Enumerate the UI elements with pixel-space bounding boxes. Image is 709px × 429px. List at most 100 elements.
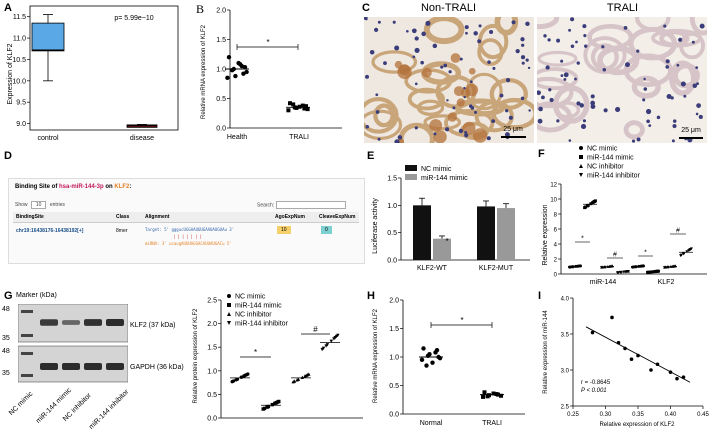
panel-f-point [685, 250, 689, 254]
panel-c-right-nucleus [570, 44, 575, 49]
panel-d-col-agoexpnum[interactable]: AgoExpNum [275, 214, 305, 220]
panel-h-point-normal [419, 357, 425, 363]
panel-e-xtick-mut: KLF2-MUT [479, 265, 514, 272]
panel-i-points [585, 315, 691, 383]
panel-c-right-nucleus [568, 139, 572, 142]
panel-d-cell-site[interactable]: chr19:16438176-16438192[+] [16, 228, 84, 234]
panel-b-point-trali [300, 103, 305, 108]
panel-c-right-nucleus [576, 101, 581, 106]
panel-d-cell-class: 8mer [116, 228, 128, 234]
panel-i-ytick-label: 3.5 [561, 333, 570, 339]
panel-a-box [31, 22, 65, 52]
panel-e-barchart: Luciferase activity 0.0 0.5 1.0 1.5 NC mimi… [372, 165, 530, 272]
panel-d-header-row: BindingSite Class Alignment AgoExpNum Cl… [13, 212, 359, 223]
panel-d-col-cleaveexpnum[interactable]: CleaveExpNum [319, 214, 356, 220]
panel-label-c: C [362, 2, 370, 14]
panel-c-right-nucleus [643, 77, 646, 81]
panel-c-left-nucleus [365, 74, 369, 79]
panel-c-left-nucleus [392, 20, 396, 24]
panel-c-image-non-trali: 25 μm [364, 17, 534, 143]
panel-f-point [568, 265, 572, 269]
panel-h-point-trali [482, 390, 487, 395]
panel-c-right-septum [635, 17, 671, 32]
panel-c-left-nucleus [406, 29, 409, 33]
panel-d-cell-ago: 10 [277, 226, 291, 234]
panel-d-search-input[interactable] [275, 201, 346, 209]
panel-c-right-nucleus [623, 26, 628, 30]
panel-g-legend-1: miR-144 mimic [235, 303, 282, 310]
panel-e-legend-mimic: miR-144 mimic [421, 175, 468, 182]
panel-c-left-septum [407, 87, 445, 111]
panel-c-right-nucleus [541, 95, 545, 100]
panel-c-right-nucleus [666, 93, 672, 99]
panel-h-point-trali [499, 393, 503, 398]
panel-g-sig-mark: # [313, 325, 318, 334]
panel-f-point [631, 265, 635, 269]
panel-f-point [689, 247, 692, 251]
panel-c-left-nucleus [499, 93, 504, 98]
panel-f-scatter: NC mimic miR-144 mimic NC inhibitor miR-144… [542, 146, 707, 286]
panel-c-left-nucleus [504, 132, 510, 138]
panel-b-point-trali [288, 101, 292, 106]
panel-c-left-nucleus [492, 66, 496, 70]
panel-c-right-nucleus [683, 94, 687, 98]
panel-f-sig-mark: * [644, 250, 647, 257]
panel-b-ytick-label: 1.0 [216, 67, 226, 74]
panel-c-left-stained-cell [465, 83, 479, 97]
panel-d-col-bindingsite[interactable]: BindingSite [16, 214, 44, 220]
panel-g-marker-band [21, 310, 33, 313]
panel-h-sig: * [460, 316, 463, 325]
panel-f-ytick-label: 2 [554, 258, 558, 264]
panel-c-right-septum [672, 62, 700, 89]
panel-g-mw-35a: 35 [2, 335, 10, 342]
panel-c-left-nucleus [414, 82, 418, 86]
panel-g-point [239, 375, 243, 379]
panel-c-left-nucleus [521, 61, 525, 65]
panel-d-col-alignment[interactable]: Alignment [145, 214, 170, 220]
panel-d-search-label: Search: [257, 202, 275, 209]
panel-g-scatter: Relative protein expression of KLF2 0.00… [193, 294, 363, 423]
panel-a-xtick-control: control [37, 135, 58, 142]
panel-c-left-nucleus [414, 47, 420, 53]
panel-c-right-nucleus [691, 40, 695, 44]
panel-b-point-health [225, 75, 230, 81]
panel-c-right-septum [623, 53, 673, 87]
panel-d-cell-mirna: miRNA: 3' ucaugAUUUAGGACAUUAUGACu 5' [145, 241, 232, 246]
panel-c-left-nucleus [443, 63, 448, 68]
panel-g-gapdh-band [106, 363, 124, 370]
panel-g-klf2-band [62, 320, 80, 325]
panel-d-entries-select[interactable]: 10 [30, 201, 47, 209]
panel-d-col-class[interactable]: Class [116, 214, 130, 220]
panel-c-right-nucleus [547, 38, 551, 42]
panel-d-search: Search: [257, 201, 346, 209]
panel-i-point [668, 370, 673, 374]
panel-a-ytick-label: 11.0 [13, 36, 26, 43]
panel-d-show-label: Show [15, 202, 28, 208]
panel-e-ytick-label: 1.0 [387, 203, 397, 210]
panel-c-left-nucleus [452, 106, 456, 110]
panel-c-right-nucleus [636, 49, 640, 53]
panel-d-cell-pairing: ||||||| [173, 234, 204, 239]
panel-b-point-health [242, 65, 248, 70]
panel-f-sig-mark: * [581, 236, 584, 243]
panel-f-xtick-klf2: KLF2 [658, 279, 675, 286]
panel-g-klf2-band [106, 319, 124, 326]
panel-g-band-gapdh: GAPDH (36 kDa) [130, 364, 184, 371]
panel-f-point [679, 254, 683, 258]
panel-c-right-septum [554, 101, 581, 119]
panel-c-right-nucleus [545, 65, 550, 70]
panel-f-legend-marker [579, 155, 583, 159]
panel-c-left-nucleus [377, 20, 381, 24]
panel-c-title-trali: TRALI [606, 2, 639, 14]
panel-g-legend-2: NC inhibitor [235, 312, 272, 319]
panel-i-point [675, 376, 679, 381]
panel-c-right-nucleus [642, 98, 646, 102]
panel-b-point-trali [294, 105, 299, 110]
panel-c-left-nucleus [489, 29, 494, 34]
panel-f-sig-brackets: * # * # [575, 228, 686, 259]
panel-e-sig: * [445, 237, 448, 246]
panel-g-blot: Marker (kDa) 48 35 48 35 KLF2 (37 kDa) G… [0, 292, 185, 429]
panel-b-point-health [241, 71, 246, 76]
panel-c-left-nucleus [505, 109, 509, 113]
panel-c-left-nucleus [448, 70, 452, 74]
